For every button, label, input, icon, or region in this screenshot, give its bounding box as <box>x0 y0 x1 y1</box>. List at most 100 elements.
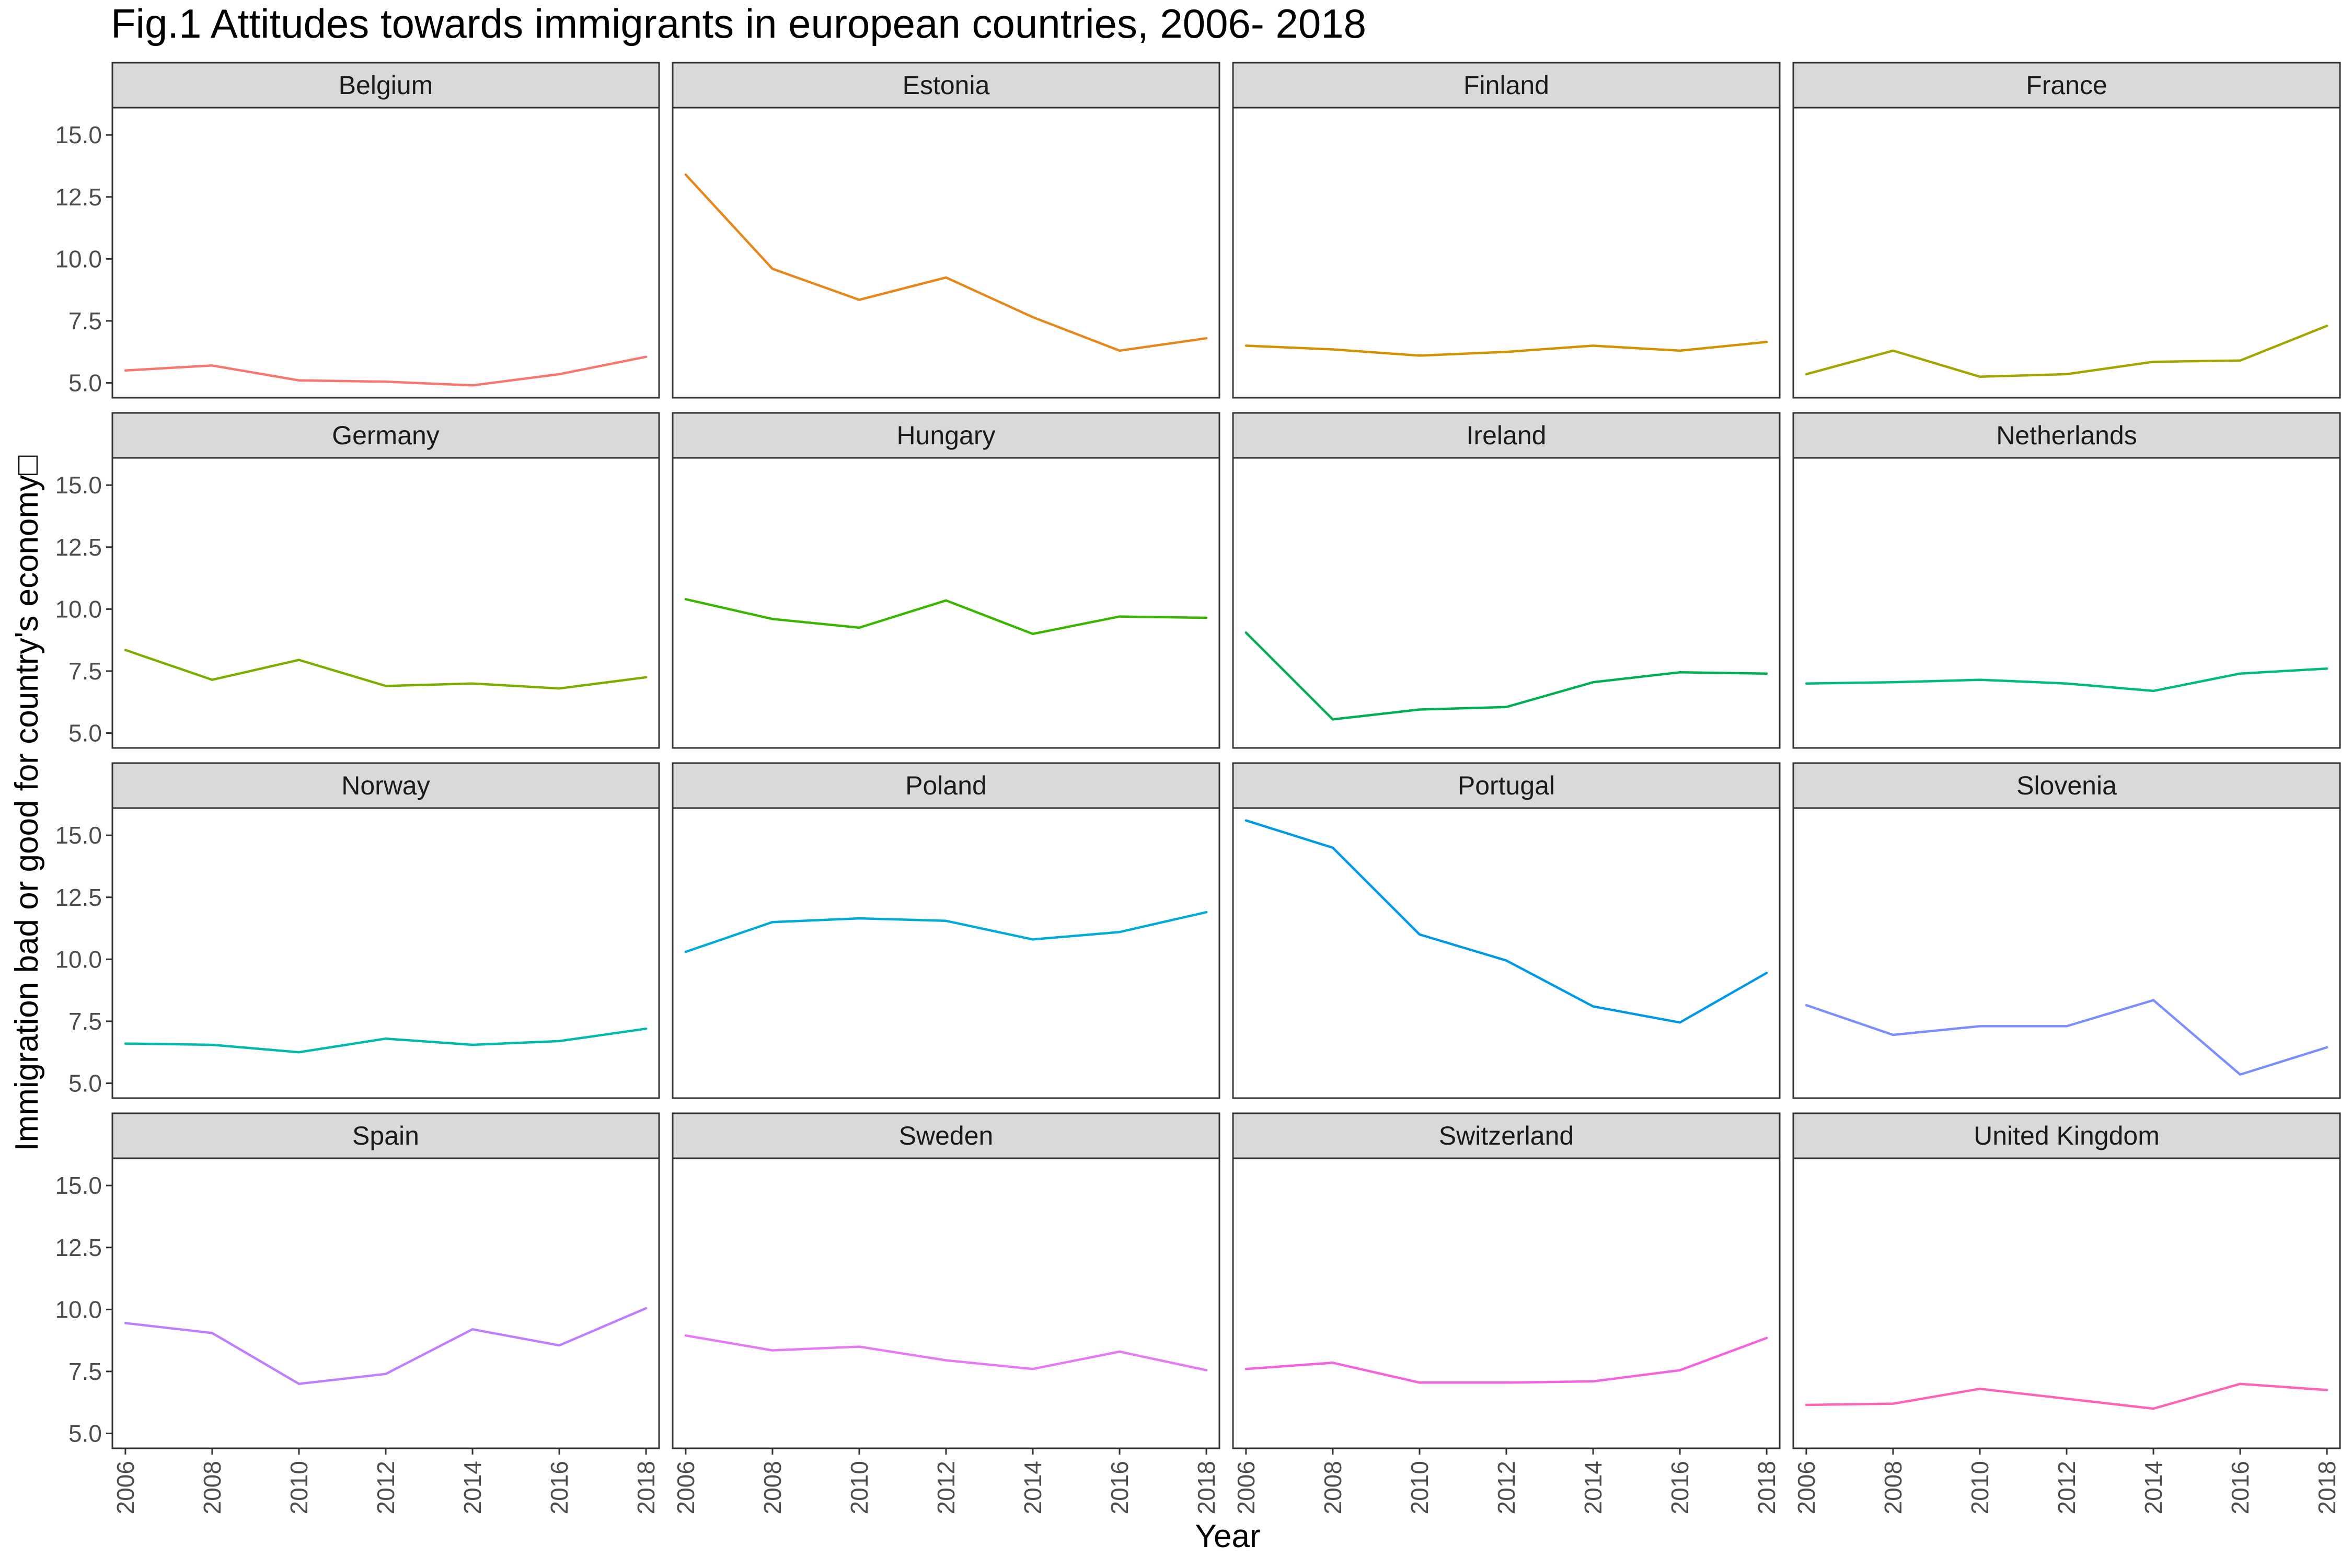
x-tick-label: 2016 <box>2227 1461 2254 1514</box>
y-tick-label: 12.5 <box>55 534 102 561</box>
x-axis-title: Year <box>1195 1518 1260 1554</box>
facet-hungary: Hungary <box>672 412 1220 749</box>
facet-label: Germany <box>332 421 440 450</box>
series-line-france <box>1805 325 2328 378</box>
plot-area <box>1232 457 1781 749</box>
chart-title: Fig.1 Attitudes towards immigrants in eu… <box>111 1 1366 47</box>
y-axis-title: Immigration bad or good for country's ec… <box>9 455 45 1151</box>
plot-area <box>111 1157 660 1449</box>
x-tick-label: 2016 <box>1106 1461 1133 1514</box>
x-tick-label: 2010 <box>1406 1461 1433 1514</box>
plot-area <box>672 457 1220 749</box>
facet-switzerland: Switzerland 2006 2008 2010 2012 2014 2016 2018 <box>1232 1112 1781 1514</box>
plot-area <box>672 107 1220 399</box>
facet-label: Finland <box>1463 71 1549 100</box>
x-tick-label: 2008 <box>199 1461 226 1514</box>
x-tick-label: 2006 <box>672 1461 699 1514</box>
x-tick-label: 2008 <box>1319 1461 1346 1514</box>
series-line-netherlands <box>1805 667 2328 693</box>
facet-label: Belgium <box>339 71 433 100</box>
x-tick-label: 2012 <box>932 1461 960 1514</box>
y-tick-label: 10.0 <box>55 946 102 973</box>
facet-label: Norway <box>341 771 430 800</box>
series-line-belgium <box>124 355 648 387</box>
series-line-germany <box>124 649 648 690</box>
x-tick-label: 2018 <box>1193 1461 1220 1514</box>
facet-strip <box>1232 1112 1781 1159</box>
facet-label: Slovenia <box>2016 771 2117 800</box>
facet-label: Portugal <box>1458 771 1555 800</box>
y-tick-label: 12.5 <box>55 1234 102 1261</box>
facet-united-kingdom: United Kingdom 2006 2008 2010 2012 2014 2016 20… <box>1792 1112 2341 1514</box>
y-tick-label: 7.5 <box>68 1358 102 1385</box>
y-tick-label: 7.5 <box>68 1008 102 1035</box>
facet-france: France <box>1792 62 2341 399</box>
plot-area <box>111 807 660 1099</box>
plot-area <box>1232 107 1781 399</box>
facet-label: Estonia <box>903 71 990 100</box>
facet-strip <box>1792 1112 2341 1159</box>
facet-netherlands: Netherlands <box>1792 412 2341 749</box>
x-tick-label: 2006 <box>112 1461 139 1514</box>
facet-portugal: Portugal <box>1232 762 1781 1099</box>
facet-strip <box>1792 62 2341 109</box>
facet-sweden: Sweden 2006 2008 2010 2012 2014 2016 2018 <box>672 1112 1220 1514</box>
x-tick-label: 2018 <box>1753 1461 1780 1514</box>
x-tick-label: 2012 <box>1493 1461 1520 1514</box>
y-tick-label: 7.5 <box>68 307 102 335</box>
y-tick-label: 15.0 <box>55 121 102 148</box>
y-tick-label: 5.0 <box>68 1420 102 1447</box>
facet-estonia: Estonia <box>672 62 1220 399</box>
plot-area <box>672 1157 1220 1449</box>
x-tick-label: 2014 <box>2140 1461 2167 1514</box>
facet-strip <box>672 1112 1220 1159</box>
series-line-hungary <box>684 598 1208 636</box>
facet-label: Hungary <box>897 421 996 450</box>
series-line-slovenia <box>1805 999 2328 1076</box>
plot-area <box>672 807 1220 1099</box>
y-tick-label: 5.0 <box>68 370 102 397</box>
x-tick-label: 2006 <box>1793 1461 1820 1514</box>
facet-strip <box>1232 62 1781 109</box>
series-line-ireland <box>1244 631 1768 721</box>
facet-label: Ireland <box>1467 421 1547 450</box>
facet-panels: Belgium 5.0 7.5 10.0 12.5 15.0 Estonia Finland F… <box>55 62 2341 1514</box>
facet-belgium: Belgium 5.0 7.5 10.0 12.5 15.0 <box>55 62 660 399</box>
facet-strip <box>111 762 660 809</box>
x-tick-label: 2010 <box>1966 1461 1993 1514</box>
x-tick-label: 2008 <box>759 1461 786 1514</box>
x-tick-label: 2016 <box>1666 1461 1693 1514</box>
facet-label: Sweden <box>899 1121 994 1150</box>
y-tick-label: 5.0 <box>68 1070 102 1097</box>
facet-poland: Poland <box>672 762 1220 1099</box>
series-line-finland <box>1244 341 1768 357</box>
y-tick-label: 15.0 <box>55 822 102 849</box>
facet-strip <box>1792 762 2341 809</box>
x-tick-label: 2012 <box>2053 1461 2080 1514</box>
series-line-united-kingdom <box>1805 1382 2328 1410</box>
y-tick-label: 10.0 <box>55 595 102 622</box>
y-tick-label: 5.0 <box>68 720 102 747</box>
x-tick-label: 2014 <box>1019 1461 1046 1514</box>
facet-label: Poland <box>905 771 987 800</box>
x-tick-label: 2012 <box>372 1461 399 1514</box>
facet-norway: Norway 5.0 7.5 10.0 12.5 15.0 <box>55 762 660 1099</box>
series-line-portugal <box>1244 819 1768 1024</box>
plot-area <box>111 457 660 749</box>
facet-label: Netherlands <box>1996 421 2137 450</box>
y-tick-label: 10.0 <box>55 1296 102 1323</box>
y-tick-label: 7.5 <box>68 658 102 685</box>
plot-area <box>1792 107 2341 399</box>
x-tick-label: 2010 <box>846 1461 873 1514</box>
y-tick-label: 12.5 <box>55 183 102 211</box>
series-line-estonia <box>684 173 1208 352</box>
facet-slovenia: Slovenia <box>1792 762 2341 1099</box>
facet-germany: Germany 5.0 7.5 10.0 12.5 15.0 <box>55 412 660 749</box>
facet-finland: Finland <box>1232 62 1781 399</box>
facet-strip <box>672 62 1220 109</box>
x-tick-label: 2018 <box>632 1461 660 1514</box>
x-tick-label: 2010 <box>285 1461 313 1514</box>
facet-strip <box>1792 412 2341 459</box>
plot-area <box>1232 807 1781 1099</box>
x-tick-label: 2016 <box>546 1461 573 1514</box>
